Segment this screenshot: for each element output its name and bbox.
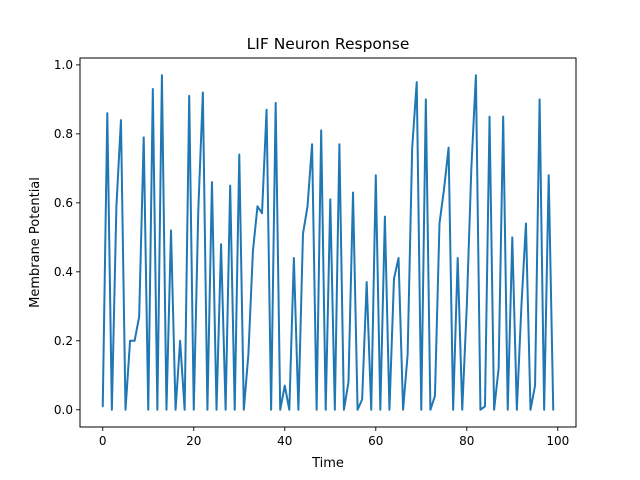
plot-area [79, 57, 577, 428]
x-tick-label: 20 [186, 434, 201, 448]
x-tick-label: 60 [368, 434, 383, 448]
y-axis-ticks: 0.0 0.2 0.4 0.6 0.8 1.0 [54, 58, 80, 417]
x-axis-label: Time [311, 456, 344, 471]
y-tick-label: 0.8 [54, 127, 73, 141]
y-tick-label: 1.0 [54, 58, 73, 72]
x-axis-ticks: 0 20 40 60 80 100 [99, 427, 569, 448]
series-layer [101, 74, 555, 411]
y-tick-label: 0.2 [54, 334, 73, 348]
chart-title: LIF Neuron Response [247, 35, 410, 53]
y-tick-label: 0.6 [54, 196, 73, 210]
x-tick-label: 80 [459, 434, 474, 448]
y-tick-label: 0.0 [54, 403, 73, 417]
y-axis-label: Membrane Potential [28, 177, 43, 308]
x-tick-label: 0 [99, 434, 107, 448]
y-tick-label: 0.4 [54, 265, 73, 279]
series-line-0 [101, 74, 555, 411]
x-tick-label: 40 [277, 434, 292, 448]
x-tick-label: 100 [546, 434, 569, 448]
